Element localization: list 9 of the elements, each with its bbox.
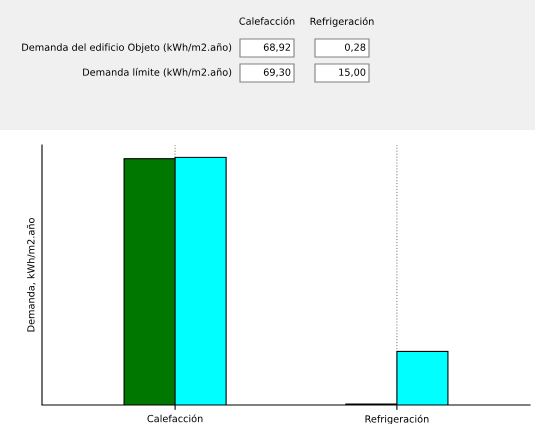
data-label: 0,28 [344,43,366,52]
data-label: 69,30 [264,68,290,77]
category-label: Calefacción [239,16,294,25]
data-label: 68,92 [264,43,290,52]
y-axis-title: Demanda, kWh/m2.año [26,218,36,332]
text: Demanda límite (kWh/m2.año) [83,68,232,77]
data-label: 15,00 [339,68,366,77]
category-label: Refrigeración [310,17,374,27]
text: Demanda del edificio Objeto (kWh/m2.año) [22,43,232,53]
